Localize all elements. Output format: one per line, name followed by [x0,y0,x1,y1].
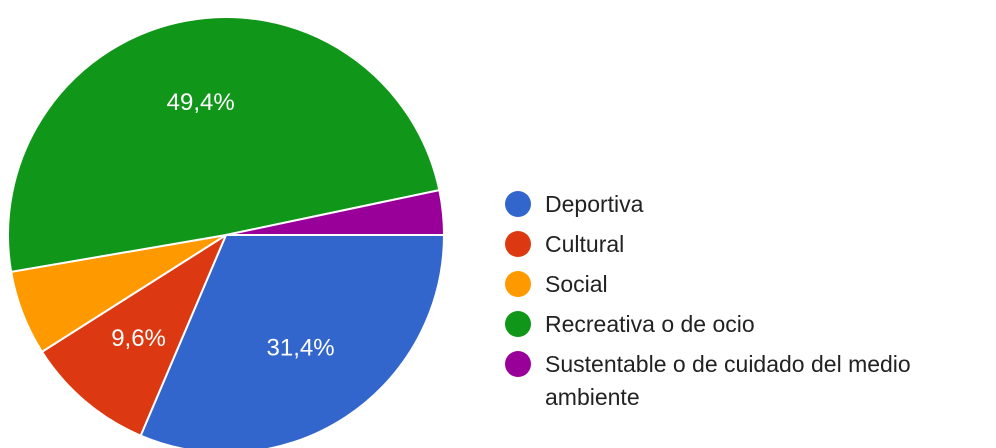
legend-swatch [505,191,531,217]
legend-label: Deportiva [545,191,644,217]
pie-slice-recreativa[interactable] [6,15,441,273]
legend-label: Sustentable o de cuidado del medio ambie… [545,351,911,410]
slice-label-cultural: 9,6% [111,325,166,352]
pie-slice-sustentable[interactable] [225,188,446,236]
legend: Deportiva Cultural Social Recreativa o d… [505,188,985,421]
pie-slice-deportiva[interactable] [139,234,446,448]
legend-label: Social [545,271,608,297]
slice-label-recreativa: 49,4% [167,89,235,116]
legend-item-cultural[interactable]: Cultural [505,228,985,261]
legend-item-social[interactable]: Social [505,268,985,301]
legend-label: Recreativa o de ocio [545,311,755,337]
legend-swatch [505,271,531,297]
legend-swatch [505,311,531,337]
legend-swatch [505,351,531,377]
legend-swatch [505,231,531,257]
legend-item-deportiva[interactable]: Deportiva [505,188,985,221]
legend-item-sustentable[interactable]: Sustentable o de cuidado del medio ambie… [505,348,985,414]
slice-label-deportiva: 31,4% [267,335,335,362]
legend-label: Cultural [545,231,625,257]
legend-item-recreativa[interactable]: Recreativa o de ocio [505,308,985,341]
pie-slice-cultural[interactable] [40,232,229,437]
